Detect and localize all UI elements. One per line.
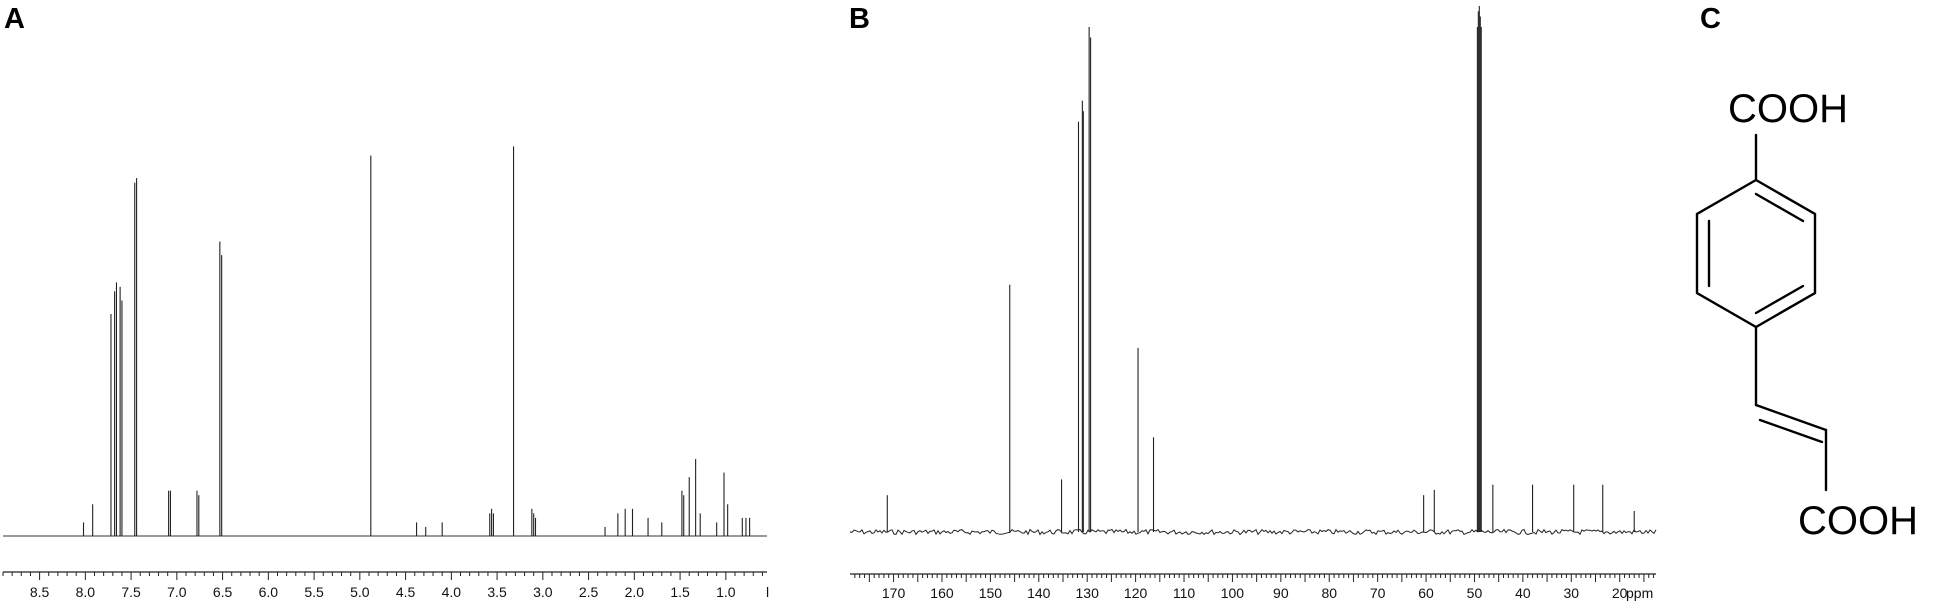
x-tick-label: 5.0 <box>350 584 370 600</box>
x-tick-label: 1.0 <box>716 584 736 600</box>
benzene-ring <box>1695 178 1817 329</box>
x-tick-label: 3.5 <box>487 584 507 600</box>
x-tick-label: 5.5 <box>304 584 324 600</box>
top-carboxyl-label: COOH <box>1728 87 1848 131</box>
x-tick-label: 140 <box>1027 585 1051 601</box>
proton-nmr-spectrum: 8.5 8.0 7.5 7.0 6.5 6.0 5.5 5.0 4.5 4.0 3.5 3.0 2.5 2… <box>2 146 769 600</box>
x-tick-label: 6.5 <box>213 584 233 600</box>
x-tick-label: 8.0 <box>76 584 96 600</box>
x-tick-label: 7.5 <box>121 584 141 600</box>
x-tick-label: 110 <box>1173 585 1196 601</box>
x-tick-label: 7.0 <box>167 584 187 600</box>
panel-letter-a: A <box>4 3 25 35</box>
carbon-nmr-spectrum: 170 160 150 140 130 120 110 100 90 80 70 60 50 40 30 20… <box>849 6 1657 601</box>
x-tick-label: 2.0 <box>625 584 645 600</box>
x-tick-label: 40 <box>1515 585 1531 601</box>
panel-a-x-tick-labels: 8.5 8.0 7.5 7.0 6.5 6.0 5.5 5.0 4.5 4.0 3.5 3.0 2.5 2… <box>30 584 736 600</box>
x-tick-label: 30 <box>1563 585 1579 601</box>
x-tick-label: 70 <box>1370 585 1386 601</box>
x-tick-label: 80 <box>1321 585 1337 601</box>
x-tick-label: 160 <box>930 585 954 601</box>
ring-double-bond-1 <box>1754 192 1805 223</box>
vinyl-double-bond-inner <box>1758 418 1824 444</box>
x-tick-label: 90 <box>1273 585 1289 601</box>
panel-b-x-ticks <box>854 574 1655 582</box>
x-tick-label: 50 <box>1467 585 1483 601</box>
panel-b-x-tick-labels: 170 160 150 140 130 120 110 100 90 80 70 60 50 40 30 20 <box>882 585 1628 601</box>
x-tick-label: 3.0 <box>533 584 553 600</box>
panel-b-peaks <box>886 6 1635 532</box>
chemical-structure: COOH COOH <box>1695 87 1918 543</box>
panel-letter-c: C <box>1700 3 1721 35</box>
x-tick-label: 1.5 <box>670 584 690 600</box>
panel-a-peaks <box>82 146 751 536</box>
x-tick-label: 4.5 <box>396 584 416 600</box>
x-tick-label: 100 <box>1221 585 1245 601</box>
x-tick-label: 8.5 <box>30 584 50 600</box>
x-tick-label: 20 <box>1612 585 1628 601</box>
x-tick-label: 4.0 <box>442 584 462 600</box>
x-tick-label: 120 <box>1124 585 1148 601</box>
x-tick-label: 150 <box>979 585 1003 601</box>
vinyl-double-bond <box>1754 403 1828 432</box>
ring-double-bond-3 <box>1754 284 1805 315</box>
x-tick-label: 60 <box>1418 585 1434 601</box>
bottom-carboxyl-label: COOH <box>1798 499 1918 543</box>
x-tick-label: 6.0 <box>259 584 279 600</box>
panel-b-x-axis-title: ppm <box>1626 585 1653 601</box>
x-tick-label: 2.5 <box>579 584 599 600</box>
panel-letter-b: B <box>849 3 870 35</box>
x-tick-label: 130 <box>1076 585 1100 601</box>
noise-trace <box>849 528 1657 536</box>
panel-a-x-axis-unit: l <box>766 584 769 600</box>
panel-b-baseline-noise <box>849 528 1657 536</box>
x-tick-label: 170 <box>882 585 906 601</box>
panel-a-x-ticks <box>2 572 763 580</box>
